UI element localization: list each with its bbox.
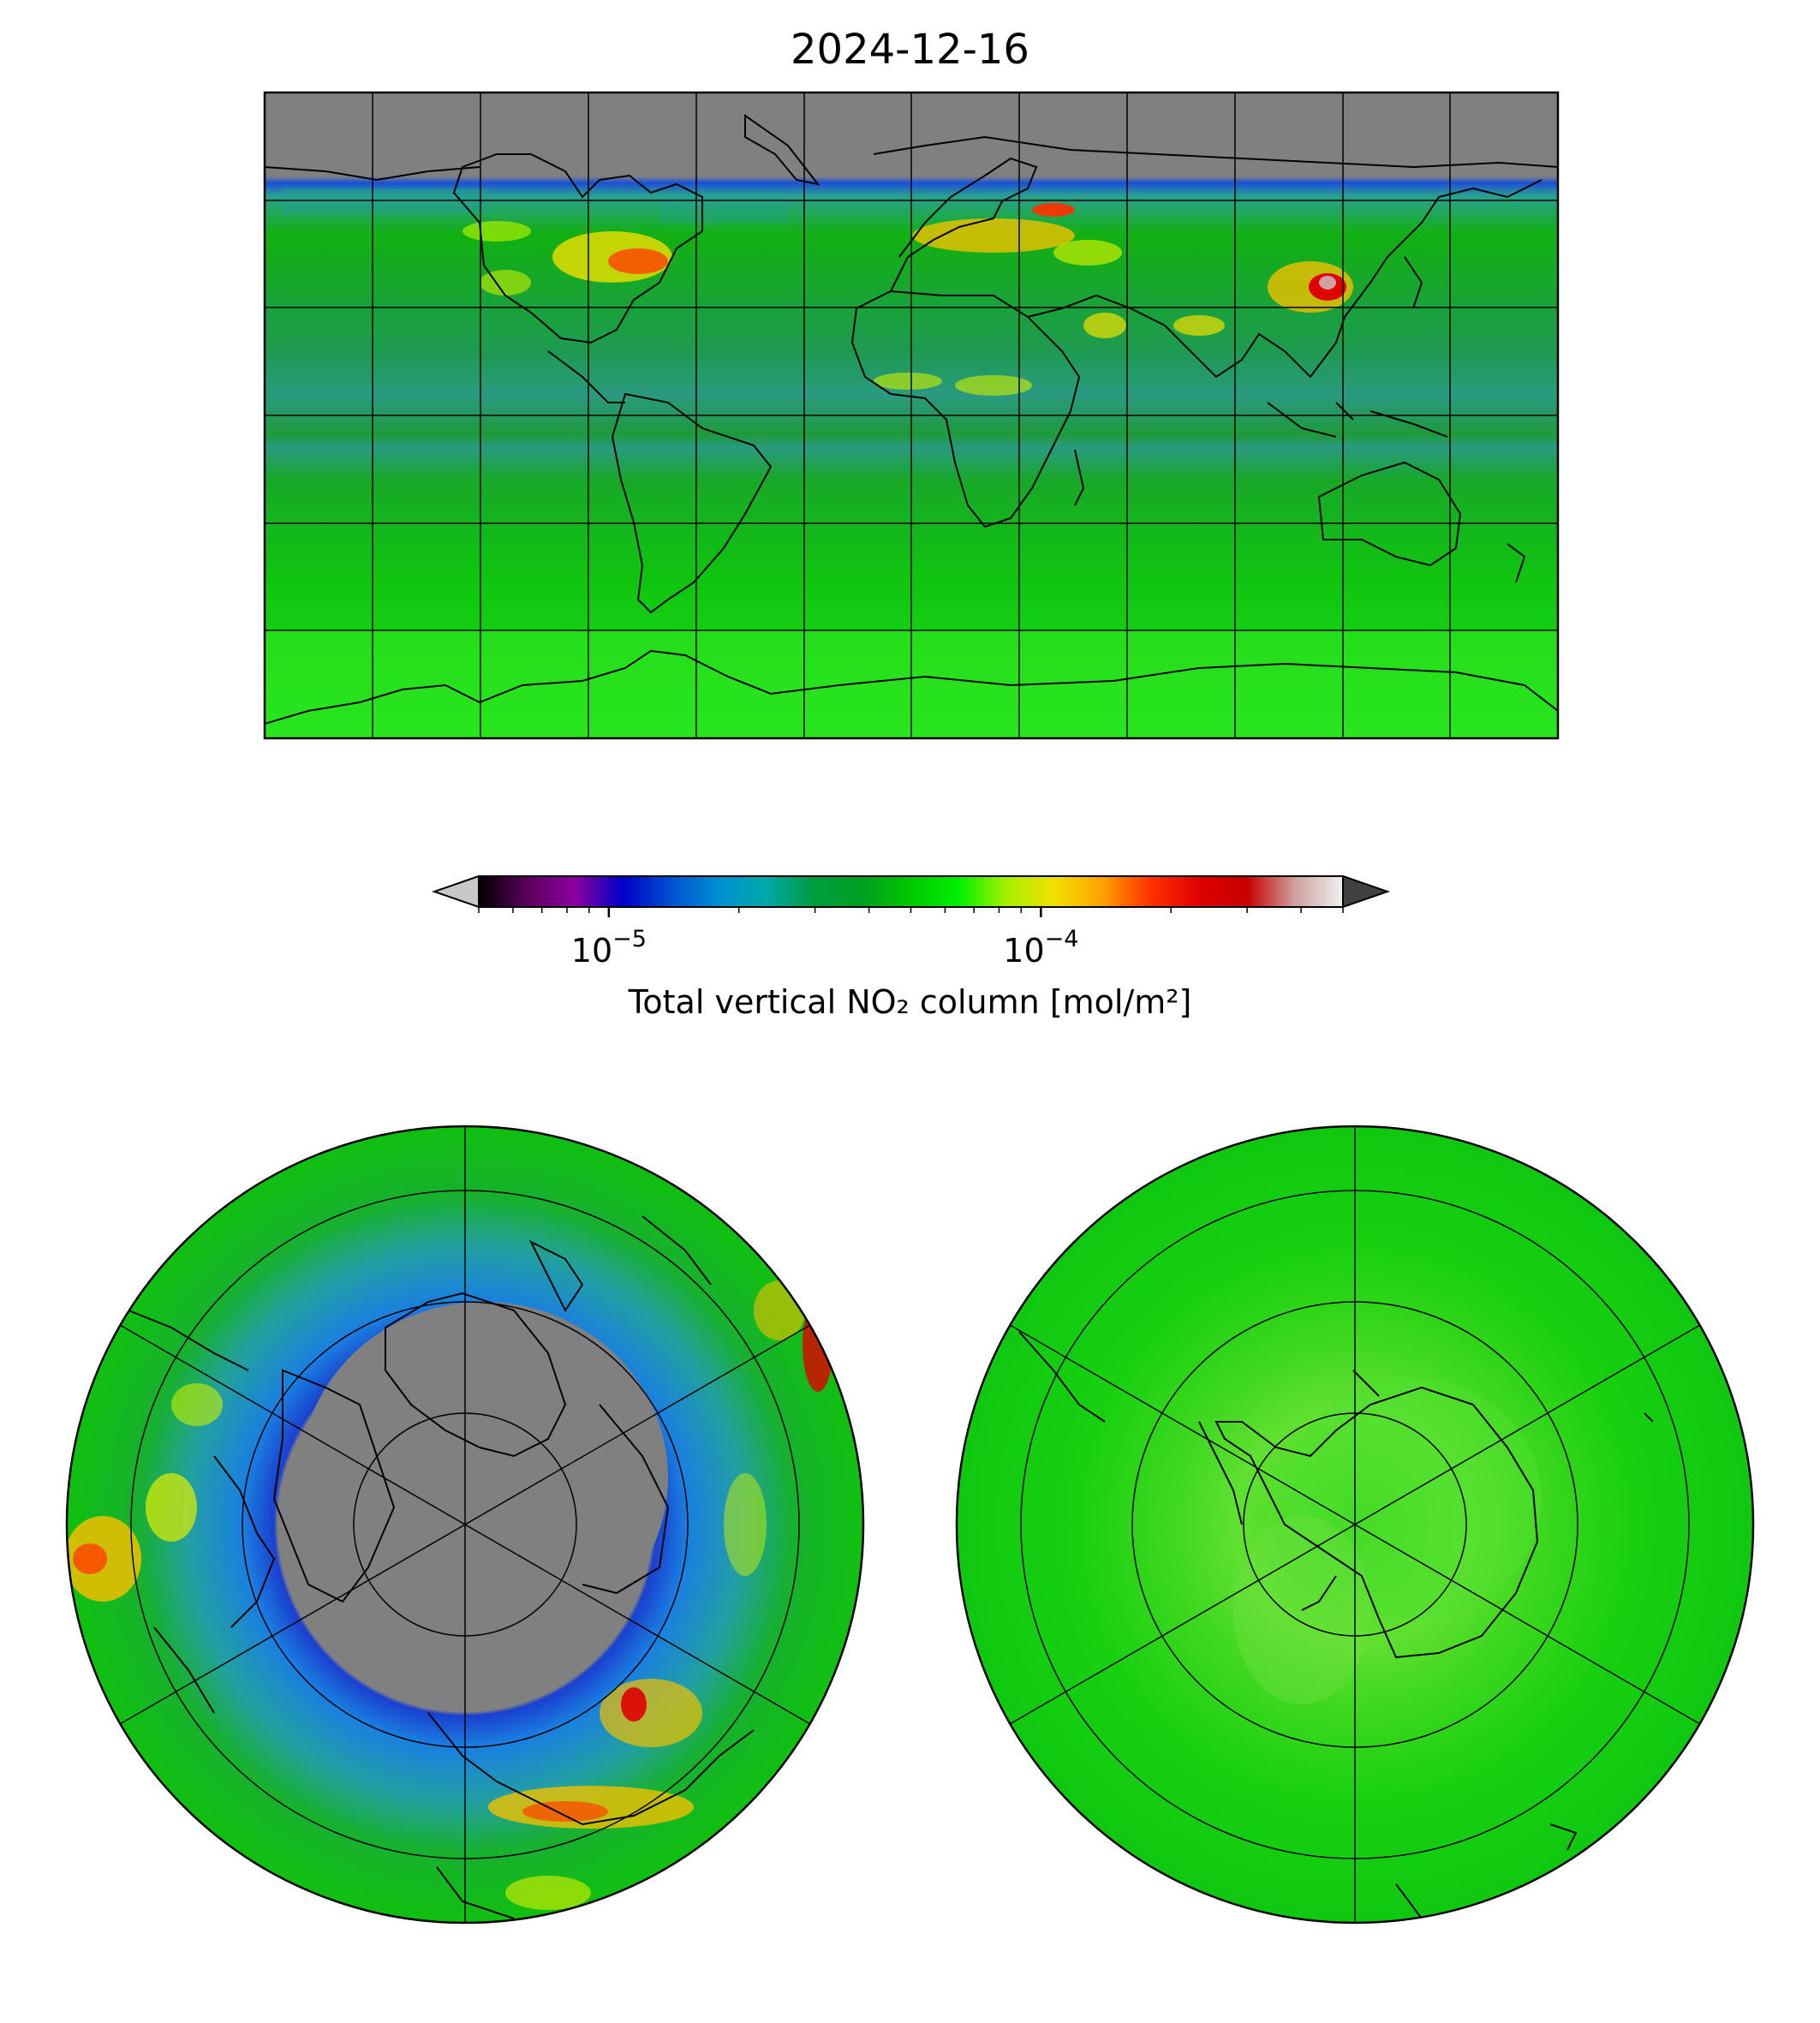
- colorbar-ticks: 10−5 10−4: [478, 907, 1344, 970]
- south-gridlines: [1009, 1126, 1701, 1923]
- global-map-frame: [263, 91, 1560, 740]
- colorbar-under-extension: [431, 874, 480, 909]
- north-hotspots: [67, 1280, 833, 1910]
- colorbar-tick-label: 10−4: [1003, 926, 1078, 970]
- global-gridlines: [265, 92, 1558, 738]
- global-map: [263, 91, 1560, 740]
- colorbar-label: Total vertical NO₂ column [mol/m²]: [628, 983, 1192, 1021]
- colorbar-tick-label: 10−5: [571, 926, 647, 970]
- colorbar-over-extension: [1342, 874, 1391, 909]
- colorbar: 10−5 10−4: [431, 874, 1391, 970]
- south-polar-map: [955, 1125, 1755, 1925]
- colorbar-gradient: [478, 875, 1344, 908]
- south-map-frame: [955, 1125, 1755, 1925]
- figure-title: 2024-12-16: [791, 26, 1029, 74]
- north-polar-map: [65, 1125, 865, 1925]
- north-gridlines: [119, 1126, 811, 1923]
- north-map-frame: [65, 1125, 865, 1925]
